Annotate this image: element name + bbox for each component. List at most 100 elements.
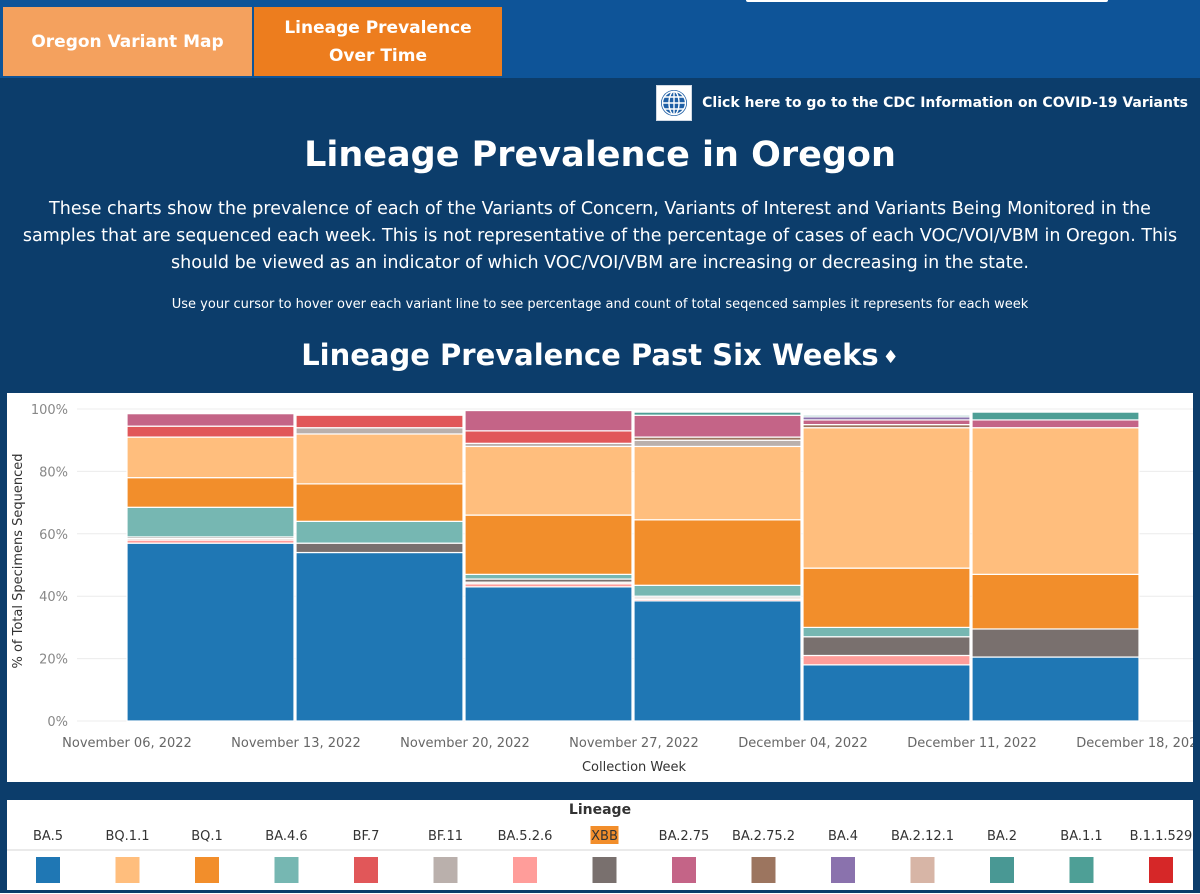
legend-label[interactable]: XBB: [591, 829, 618, 844]
bar-segment[interactable]: [633, 519, 802, 586]
bar-segment[interactable]: [971, 427, 1140, 575]
legend-swatch[interactable]: [831, 857, 855, 883]
bar-stack[interactable]: [971, 411, 1140, 722]
bar-segment[interactable]: [126, 425, 295, 438]
bar-stack[interactable]: [464, 409, 633, 722]
tab-oregon-variant-map[interactable]: Oregon Variant Map: [3, 7, 252, 76]
bar-segment[interactable]: [464, 430, 633, 444]
bar-segment[interactable]: [126, 436, 295, 479]
top-bar: Oregon Variant Map Lineage Prevalence Ov…: [0, 0, 1200, 78]
bar-segment[interactable]: [802, 427, 971, 569]
bar-segment[interactable]: [464, 514, 633, 575]
x-tick-label: December 11, 2022: [907, 736, 1036, 751]
bar-stack[interactable]: [295, 414, 464, 722]
legend-label[interactable]: BA.2.12.1: [891, 829, 954, 844]
bar-segment[interactable]: [802, 654, 971, 666]
legend-swatch[interactable]: [274, 857, 299, 883]
bar-segment[interactable]: [126, 413, 295, 427]
bar-segment[interactable]: [802, 626, 971, 638]
x-tick-label: December 04, 2022: [738, 736, 867, 751]
bar-segment[interactable]: [802, 567, 971, 628]
legend-swatch[interactable]: [910, 857, 935, 883]
bar-segment[interactable]: [633, 584, 802, 597]
bar-segment[interactable]: [126, 506, 295, 538]
legend-label[interactable]: BQ.1: [191, 829, 223, 844]
bar-segment[interactable]: [464, 445, 633, 516]
legend-label[interactable]: BA.1.1: [1060, 829, 1102, 844]
x-axis-ticks: November 06, 2022 November 13, 2022 Novemb…: [62, 736, 1200, 751]
legend-swatch[interactable]: [354, 857, 378, 883]
bar-segment[interactable]: [464, 573, 633, 580]
stacked-bar-chart[interactable]: 0%20%40%60%80%100% November 06, 2022 Nove…: [7, 393, 1200, 782]
bar-segment[interactable]: [126, 542, 295, 722]
bar-segment[interactable]: [464, 586, 633, 722]
bar-segment[interactable]: [971, 656, 1140, 722]
bar-segment[interactable]: [633, 411, 802, 416]
bar-segment[interactable]: [295, 483, 464, 522]
bar-stack[interactable]: [802, 414, 971, 722]
bar-segment[interactable]: [802, 414, 971, 418]
tab-lineage-prevalence-over-time[interactable]: Lineage Prevalence Over Time: [254, 7, 502, 76]
bar-segment[interactable]: [802, 664, 971, 722]
legend-swatch[interactable]: [513, 857, 537, 883]
bar-segment[interactable]: [633, 439, 802, 448]
bar-segment[interactable]: [971, 573, 1140, 630]
legend-swatch[interactable]: [990, 857, 1014, 883]
legend-label[interactable]: BA.2.75.2: [732, 829, 795, 844]
legend-label[interactable]: BA.5.2.6: [498, 829, 553, 844]
legend-swatch[interactable]: [592, 857, 617, 883]
bar-segment[interactable]: [633, 414, 802, 438]
legend-swatch[interactable]: [195, 857, 219, 883]
bar-segment[interactable]: [464, 409, 633, 432]
y-axis-ticks: 0% 20% 40% 60% 80% 100%: [31, 403, 68, 730]
bar-segment[interactable]: [802, 419, 971, 426]
bar-stack[interactable]: [126, 413, 295, 722]
legend-swatch[interactable]: [433, 857, 458, 883]
bar-segment[interactable]: [802, 636, 971, 657]
bar-segment[interactable]: [971, 419, 1140, 429]
legend-swatch[interactable]: [1069, 857, 1094, 883]
bar-segment[interactable]: [295, 427, 464, 435]
bar-segment[interactable]: [633, 600, 802, 722]
bar-segment[interactable]: [295, 520, 464, 544]
legend-swatch[interactable]: [672, 857, 696, 883]
bar-segment[interactable]: [295, 542, 464, 554]
legend-label[interactable]: BA.4: [828, 829, 858, 844]
bar-segment[interactable]: [971, 628, 1140, 658]
chart-subtitle: Lineage Prevalence Past Six Weeks ♦: [0, 338, 1200, 372]
cdc-link-text[interactable]: Click here to go to the CDC Information …: [702, 95, 1188, 111]
legend-label[interactable]: BQ.1.1: [106, 829, 150, 844]
legend-label[interactable]: BF.7: [353, 829, 380, 844]
legend-title: Lineage: [569, 802, 631, 818]
y-axis-label: % of Total Specimens Sequenced: [11, 453, 26, 668]
cdc-link[interactable]: Click here to go to the CDC Information …: [656, 85, 1188, 121]
x-axis-label: Collection Week: [582, 760, 687, 775]
legend-swatch[interactable]: [115, 857, 140, 883]
legend-label[interactable]: B.1.1.529: [1130, 829, 1193, 844]
page-title: Lineage Prevalence in Oregon: [304, 135, 896, 175]
bar-segment[interactable]: [126, 477, 295, 508]
bar-segment[interactable]: [971, 411, 1140, 421]
bar-segment[interactable]: [295, 414, 464, 429]
page-description: These charts show the prevalence of each…: [22, 199, 1178, 273]
legend-swatch[interactable]: [1149, 857, 1173, 883]
bar-segment[interactable]: [295, 433, 464, 485]
legend-label[interactable]: BA.4.6: [265, 829, 307, 844]
globe-icon[interactable]: [656, 85, 693, 121]
legend-label[interactable]: BA.2.75: [659, 829, 710, 844]
bar-segment[interactable]: [295, 551, 464, 722]
bar-stack[interactable]: [633, 411, 802, 722]
chart-subtitle-text: Lineage Prevalence Past Six Weeks: [301, 338, 879, 372]
y-tick-label: 60%: [39, 528, 68, 543]
legend-label[interactable]: BA.5: [33, 829, 63, 844]
x-tick-label: November 06, 2022: [62, 736, 192, 751]
search-bar[interactable]: [746, 0, 1108, 2]
legend-swatch[interactable]: [751, 857, 776, 883]
bar-segment[interactable]: [633, 445, 802, 521]
legend-label[interactable]: BF.11: [428, 829, 463, 844]
x-tick-label: November 27, 2022: [569, 736, 699, 751]
diamond-icon: ♦: [882, 346, 899, 368]
legend-label[interactable]: BA.2: [987, 829, 1017, 844]
legend-swatch[interactable]: [36, 857, 60, 883]
x-tick-label: November 20, 2022: [400, 736, 530, 751]
